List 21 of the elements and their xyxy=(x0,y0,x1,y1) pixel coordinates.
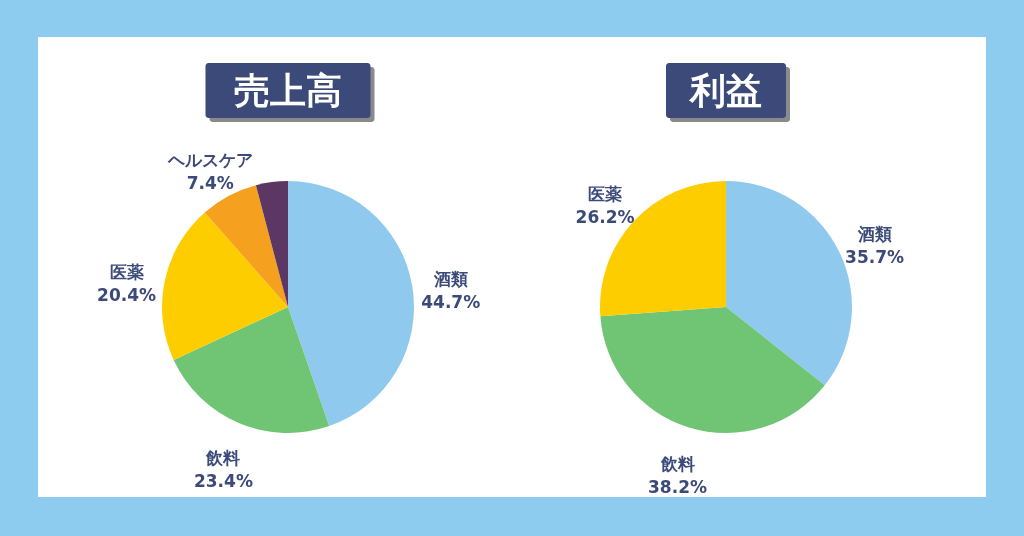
chart-title: 売上高 xyxy=(234,69,342,111)
slice-label: ヘルスケア xyxy=(166,150,253,171)
pie-slice xyxy=(600,307,825,433)
chart-title: 利益 xyxy=(688,69,762,111)
data-label: 44.7% xyxy=(421,291,481,312)
data-label: 23.4% xyxy=(193,470,253,491)
pie-slice xyxy=(288,181,414,427)
slice-label: 酒類 xyxy=(856,224,892,245)
pie-slice xyxy=(162,212,288,360)
data-label: 35.7% xyxy=(845,247,905,268)
data-label: 7.4% xyxy=(186,173,234,194)
pie-slice xyxy=(173,307,330,433)
pie-slice xyxy=(255,181,288,307)
slice-label: 医薬 xyxy=(109,262,144,283)
data-label: 26.2% xyxy=(575,206,635,227)
slice-label: 飲料 xyxy=(205,447,241,468)
slice-label: 医薬 xyxy=(588,183,623,204)
slice-label: 飲料 xyxy=(659,453,695,474)
slice-label: 酒類 xyxy=(432,268,468,289)
data-label: 20.4% xyxy=(97,285,157,306)
data-label: 38.2% xyxy=(648,476,708,497)
